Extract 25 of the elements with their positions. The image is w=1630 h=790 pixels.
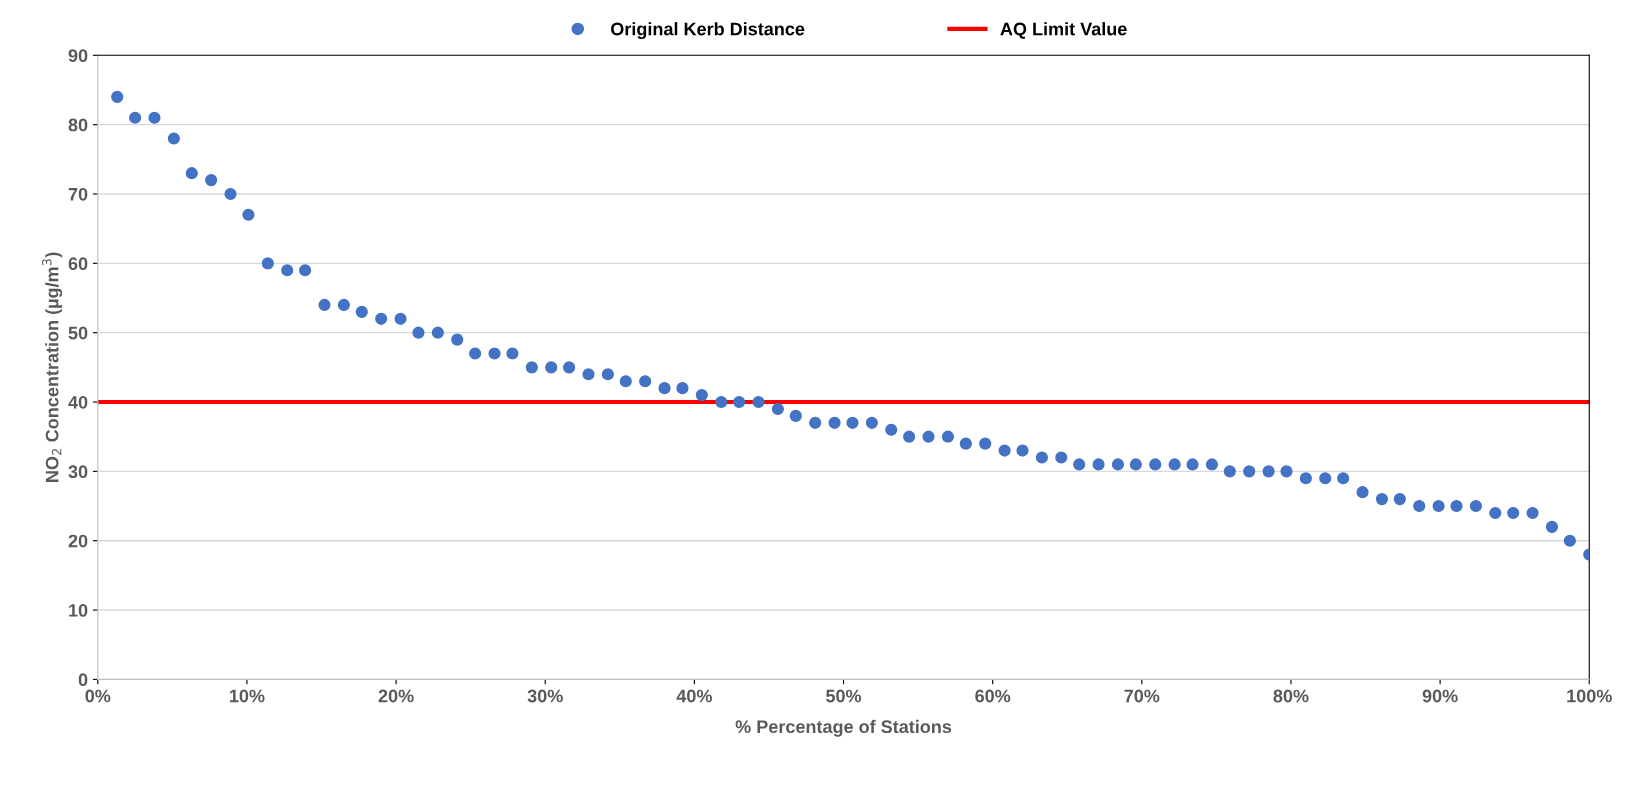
- x-tick-label: 60%: [975, 689, 1011, 703]
- y-tick-label: 30: [68, 465, 88, 479]
- legend-label: AQ Limit Value: [1000, 22, 1127, 39]
- y-tick-label: 90: [68, 49, 88, 63]
- y-tick-label: 70: [68, 187, 88, 201]
- x-tick-label: 0%: [85, 689, 111, 703]
- x-tick-label: 50%: [826, 689, 862, 703]
- x-tick-label: 30%: [527, 689, 563, 703]
- y-tick-label: 20: [68, 534, 88, 548]
- x-axis-title: % Percentage of Stations: [735, 719, 952, 737]
- y-tick-label: 60: [68, 257, 88, 271]
- y-tick-label: 0: [78, 673, 88, 687]
- y-tick-label: 10: [69, 603, 88, 617]
- x-tick-label: 80%: [1273, 689, 1309, 703]
- y-tick-label: 40: [68, 395, 88, 409]
- x-tick-label: 70%: [1124, 689, 1160, 703]
- legend-label: Original Kerb Distance: [611, 22, 805, 40]
- x-tick-label: 40%: [676, 689, 712, 703]
- x-tick-label: 90%: [1422, 689, 1458, 703]
- y-tick-label: 80: [68, 118, 88, 132]
- x-tick-label: 10%: [230, 689, 265, 703]
- x-tick-label: 20%: [378, 689, 414, 703]
- x-tick-label: 100%: [1567, 689, 1612, 703]
- y-axis-title: NO$_{2}$ Concentration (µg/m$^{3}$): [42, 252, 63, 482]
- y-tick-label: 50: [68, 326, 88, 340]
